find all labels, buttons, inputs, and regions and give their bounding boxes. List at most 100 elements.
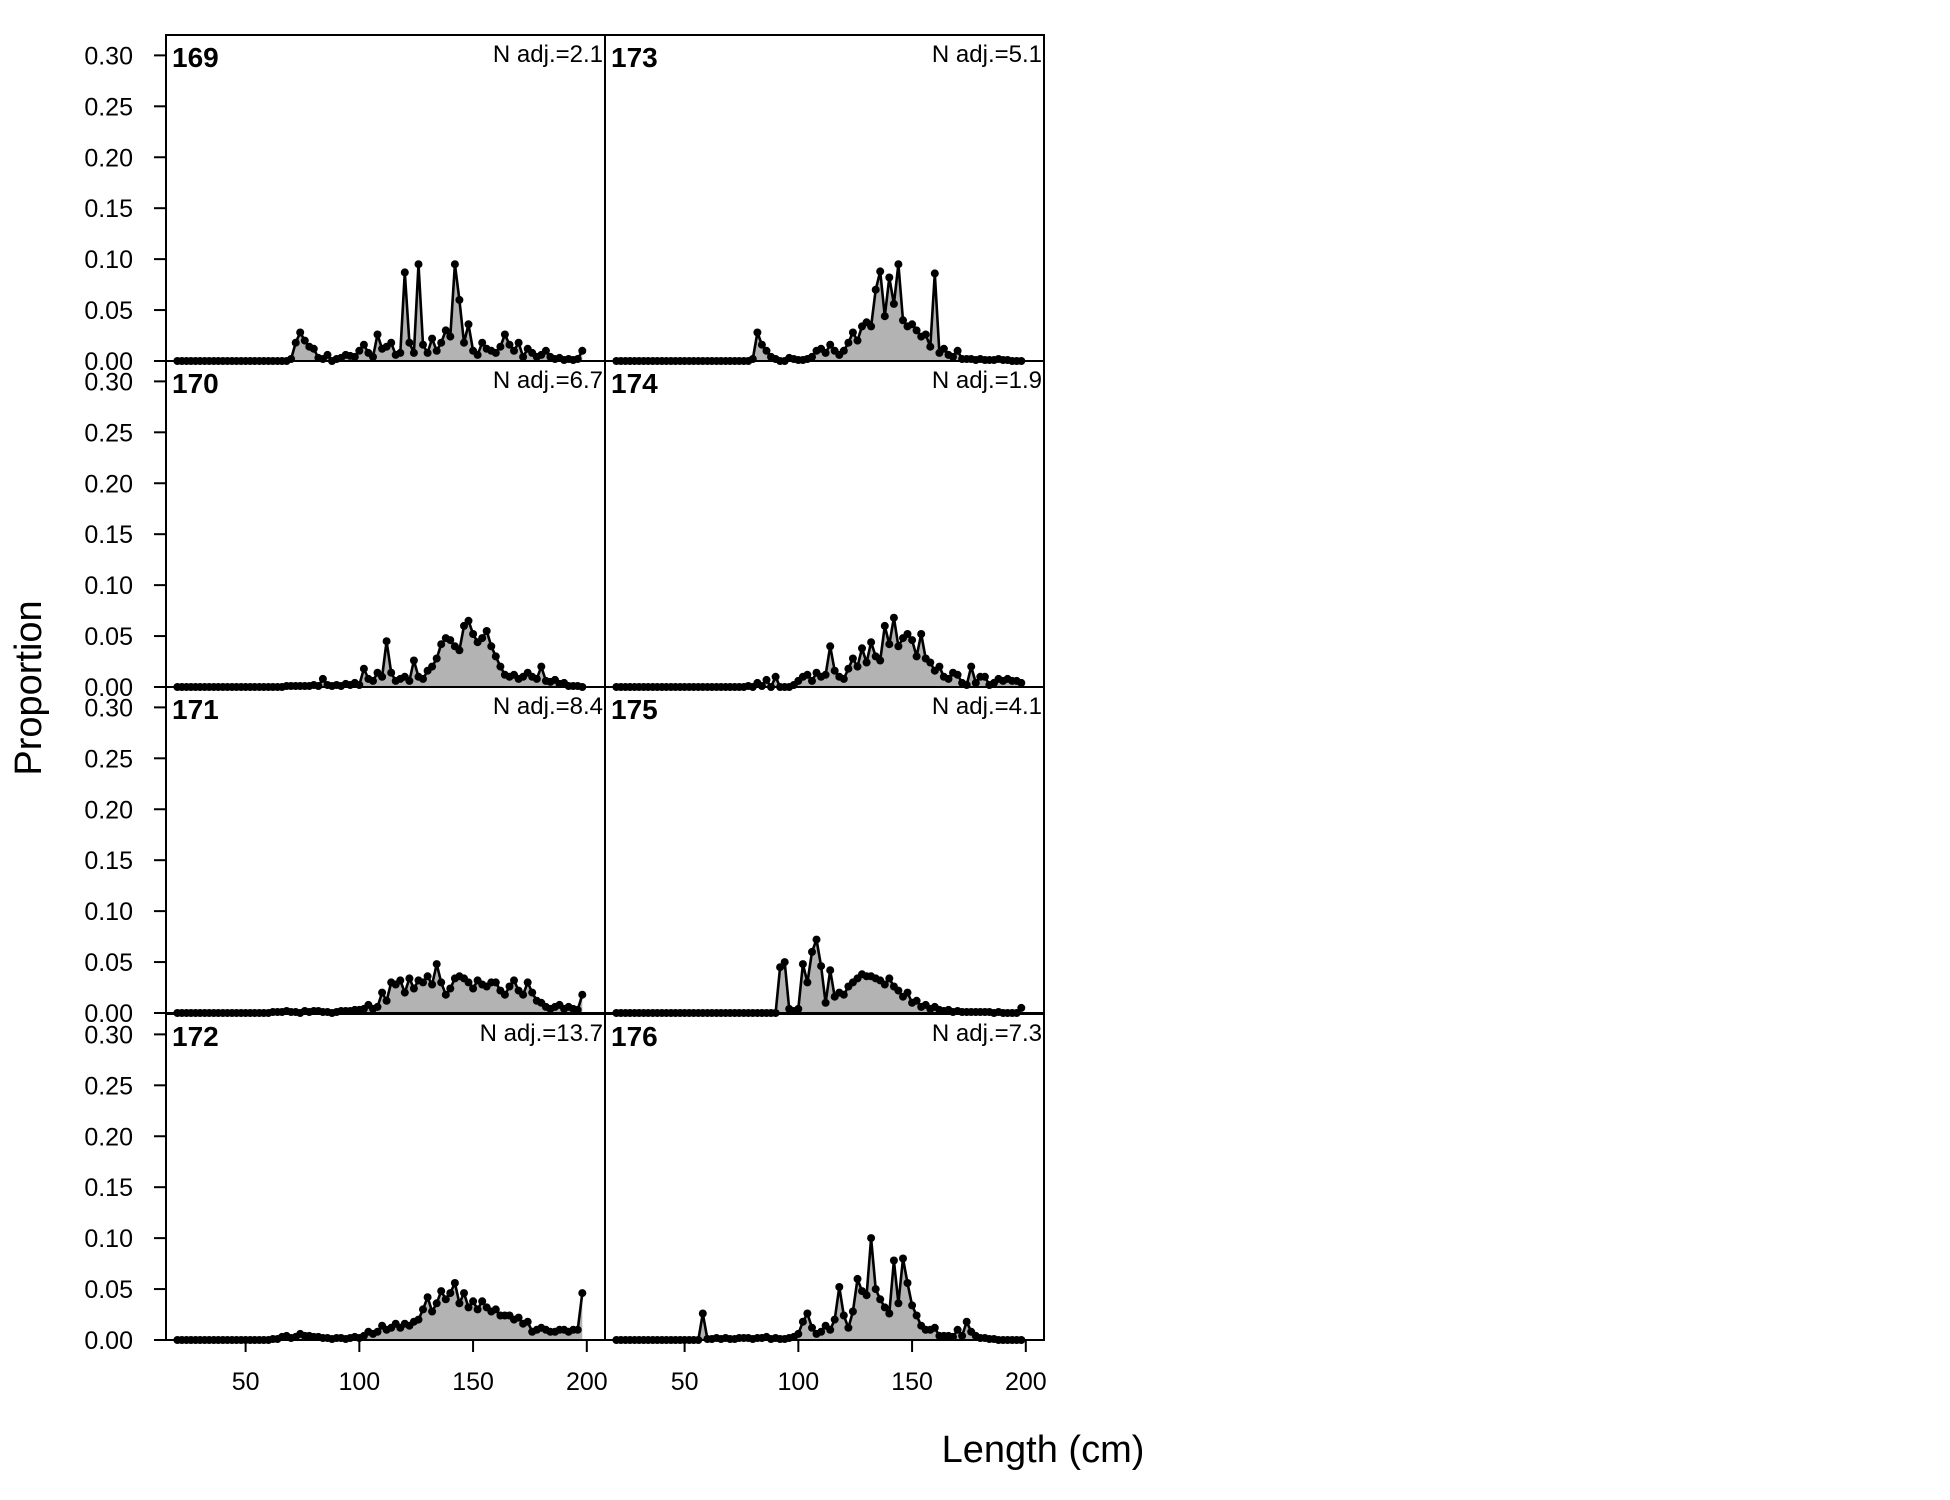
data-point: [808, 676, 816, 685]
data-point: [532, 674, 541, 683]
x-tick-label: 100: [777, 1368, 819, 1396]
data-point: [432, 346, 441, 355]
data-point: [491, 978, 500, 987]
data-point: [794, 1004, 803, 1013]
data-point: [821, 348, 830, 357]
data-point: [414, 260, 423, 269]
data-point: [798, 960, 807, 969]
data-point: [798, 1317, 807, 1326]
data-point: [505, 340, 514, 349]
data-point: [912, 996, 921, 1005]
data-point: [762, 346, 771, 355]
data-point: [871, 1285, 880, 1294]
data-point: [409, 984, 418, 993]
x-axes: 50 100 150 200 50 100 150 200: [232, 1340, 1047, 1396]
data-point: [573, 1325, 582, 1334]
data-point: [469, 630, 478, 638]
data-point: [930, 269, 939, 278]
data-point: [844, 338, 853, 347]
data-point: [880, 621, 889, 630]
data-point: [808, 352, 816, 361]
n-adj-label: N adj.=8.4: [493, 693, 603, 720]
data-point: [323, 350, 332, 359]
panel-border: [165, 34, 606, 362]
data-point: [291, 338, 300, 347]
series-area: [616, 1238, 1022, 1340]
series-area: [177, 620, 583, 687]
y-tick-label: 0.25: [84, 1072, 133, 1100]
data-point: [803, 1309, 812, 1318]
data-point: [514, 338, 523, 347]
data-point: [944, 674, 953, 683]
panel-174: 174 N adj.=1.9: [604, 360, 1045, 691]
data-point: [953, 670, 962, 679]
data-point: [473, 1305, 482, 1314]
data-point: [1017, 678, 1026, 687]
data-point: [460, 338, 468, 347]
data-point: [753, 328, 762, 337]
x-tick-label: 150: [452, 1368, 494, 1396]
data-point: [487, 642, 496, 651]
y-tick-label: 0.15: [84, 1174, 133, 1202]
data-point: [428, 1307, 437, 1316]
x-tick-label: 50: [671, 1368, 699, 1396]
data-point: [441, 990, 450, 999]
data-point: [573, 1005, 582, 1014]
data-point: [835, 1283, 844, 1291]
y-tick-label: 0.30: [84, 694, 133, 722]
data-point: [373, 1002, 382, 1011]
data-point: [885, 273, 894, 282]
y-tick-label: 0.05: [84, 949, 133, 977]
y-tick-label: 0.10: [84, 572, 133, 600]
data-point: [428, 980, 437, 989]
y-tick-label: 0.15: [84, 521, 133, 549]
data-point: [812, 935, 821, 944]
panel-border: [604, 34, 1045, 362]
panel-label: 173: [611, 42, 658, 73]
data-point: [876, 656, 885, 665]
data-point: [478, 634, 487, 643]
data-point: [373, 330, 382, 339]
data-point: [848, 654, 857, 663]
data-point: [899, 316, 907, 325]
data-point: [908, 320, 917, 329]
y-tick-label: 0.20: [84, 1123, 133, 1151]
data-point: [446, 636, 455, 645]
data-point: [441, 1295, 450, 1304]
data-point: [848, 328, 857, 337]
data-point: [359, 340, 368, 349]
data-point: [419, 1305, 427, 1314]
n-adj-label: N adj.=2.1: [493, 41, 603, 68]
data-point: [794, 1329, 803, 1338]
data-point: [826, 966, 835, 975]
data-point: [428, 662, 437, 671]
data-point: [464, 320, 473, 329]
data-point: [980, 672, 989, 681]
data-point: [500, 330, 509, 339]
data-point: [355, 346, 364, 355]
data-point: [930, 1323, 939, 1332]
data-point: [464, 1303, 473, 1312]
series-area: [616, 939, 1022, 1013]
panel-border: [604, 1013, 1045, 1341]
data-point: [432, 1299, 441, 1308]
panel-172: 172 N adj.=13.7: [165, 1013, 606, 1344]
y-tick-label: 0.05: [84, 297, 133, 325]
data-point: [926, 658, 935, 667]
data-point: [862, 658, 871, 667]
y-tick-label: 0.25: [84, 745, 133, 773]
data-point: [776, 963, 785, 972]
data-point: [903, 1279, 912, 1287]
n-adj-label: N adj.=5.1: [932, 41, 1042, 68]
data-point: [409, 348, 418, 357]
data-point: [867, 322, 876, 331]
data-point: [496, 342, 505, 351]
y-tick-label: 0.00: [84, 1000, 133, 1028]
y-axis: 0.000.050.100.150.200.250.300.000.050.10…: [84, 35, 167, 1355]
data-point: [450, 260, 459, 269]
data-point: [482, 627, 491, 635]
data-point: [1017, 1003, 1026, 1012]
data-point: [455, 295, 464, 304]
data-point: [369, 352, 377, 361]
